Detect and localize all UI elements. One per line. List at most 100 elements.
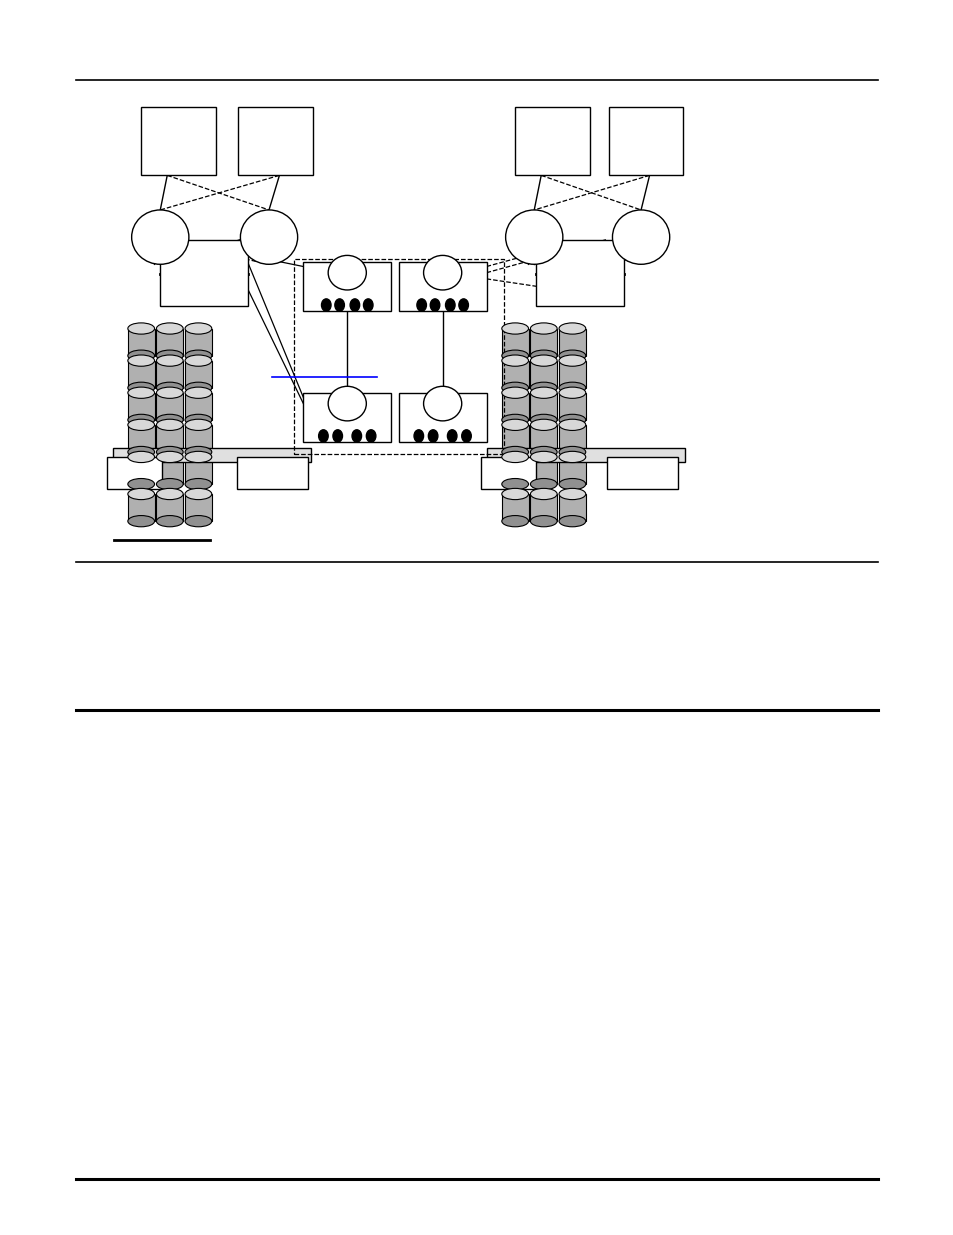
Bar: [530, 425, 557, 452]
Ellipse shape: [156, 446, 183, 458]
Bar: [398, 262, 486, 311]
Bar: [558, 361, 585, 388]
Ellipse shape: [185, 488, 212, 500]
Ellipse shape: [558, 322, 585, 335]
Bar: [185, 425, 212, 452]
Ellipse shape: [240, 210, 297, 264]
Bar: [236, 457, 308, 489]
Ellipse shape: [501, 478, 528, 490]
Bar: [128, 393, 154, 420]
Ellipse shape: [558, 515, 585, 527]
Bar: [156, 361, 183, 388]
Bar: [558, 494, 585, 521]
Ellipse shape: [558, 451, 585, 463]
Ellipse shape: [185, 515, 212, 527]
Circle shape: [416, 299, 426, 311]
Ellipse shape: [558, 382, 585, 394]
Ellipse shape: [128, 387, 154, 399]
Ellipse shape: [530, 419, 557, 431]
Ellipse shape: [156, 515, 183, 527]
Bar: [156, 494, 183, 521]
Ellipse shape: [156, 451, 183, 463]
Ellipse shape: [501, 515, 528, 527]
Ellipse shape: [501, 414, 528, 426]
Bar: [530, 457, 557, 484]
Ellipse shape: [423, 256, 461, 290]
Ellipse shape: [156, 414, 183, 426]
Bar: [238, 107, 313, 175]
Bar: [112, 448, 311, 462]
Bar: [185, 361, 212, 388]
Bar: [608, 107, 682, 175]
Ellipse shape: [501, 446, 528, 458]
Circle shape: [414, 430, 423, 442]
Bar: [160, 240, 248, 306]
Bar: [606, 457, 678, 489]
Bar: [185, 329, 212, 356]
Ellipse shape: [530, 350, 557, 362]
Ellipse shape: [558, 414, 585, 426]
Bar: [530, 329, 557, 356]
Ellipse shape: [530, 478, 557, 490]
Bar: [530, 393, 557, 420]
Bar: [558, 457, 585, 484]
Ellipse shape: [530, 446, 557, 458]
Ellipse shape: [558, 419, 585, 431]
Ellipse shape: [558, 478, 585, 490]
Circle shape: [321, 299, 331, 311]
Ellipse shape: [185, 419, 212, 431]
Ellipse shape: [128, 451, 154, 463]
Bar: [185, 457, 212, 484]
Ellipse shape: [530, 451, 557, 463]
Ellipse shape: [501, 322, 528, 335]
Bar: [501, 494, 528, 521]
Bar: [128, 361, 154, 388]
Bar: [156, 425, 183, 452]
Bar: [294, 259, 503, 454]
Circle shape: [430, 299, 439, 311]
Ellipse shape: [128, 382, 154, 394]
Ellipse shape: [128, 322, 154, 335]
Ellipse shape: [185, 322, 212, 335]
Bar: [501, 393, 528, 420]
Ellipse shape: [423, 387, 461, 421]
Bar: [501, 425, 528, 452]
Ellipse shape: [185, 451, 212, 463]
Ellipse shape: [530, 382, 557, 394]
Ellipse shape: [530, 414, 557, 426]
Ellipse shape: [501, 382, 528, 394]
Bar: [128, 329, 154, 356]
Circle shape: [350, 299, 359, 311]
Circle shape: [335, 299, 344, 311]
Bar: [141, 107, 215, 175]
Bar: [486, 448, 684, 462]
Ellipse shape: [328, 256, 366, 290]
Ellipse shape: [185, 446, 212, 458]
Bar: [156, 457, 183, 484]
Circle shape: [352, 430, 361, 442]
Ellipse shape: [530, 387, 557, 399]
Ellipse shape: [156, 322, 183, 335]
Bar: [501, 457, 528, 484]
Ellipse shape: [328, 387, 366, 421]
Ellipse shape: [128, 478, 154, 490]
Bar: [558, 425, 585, 452]
Circle shape: [428, 430, 437, 442]
Bar: [128, 494, 154, 521]
Ellipse shape: [156, 419, 183, 431]
Ellipse shape: [128, 488, 154, 500]
Ellipse shape: [530, 488, 557, 500]
Ellipse shape: [558, 446, 585, 458]
Bar: [128, 425, 154, 452]
Ellipse shape: [612, 210, 669, 264]
Ellipse shape: [558, 350, 585, 362]
Bar: [185, 393, 212, 420]
Bar: [303, 262, 391, 311]
Circle shape: [445, 299, 455, 311]
Ellipse shape: [128, 515, 154, 527]
Bar: [501, 361, 528, 388]
Ellipse shape: [530, 354, 557, 367]
Bar: [530, 494, 557, 521]
Bar: [558, 329, 585, 356]
Bar: [558, 393, 585, 420]
